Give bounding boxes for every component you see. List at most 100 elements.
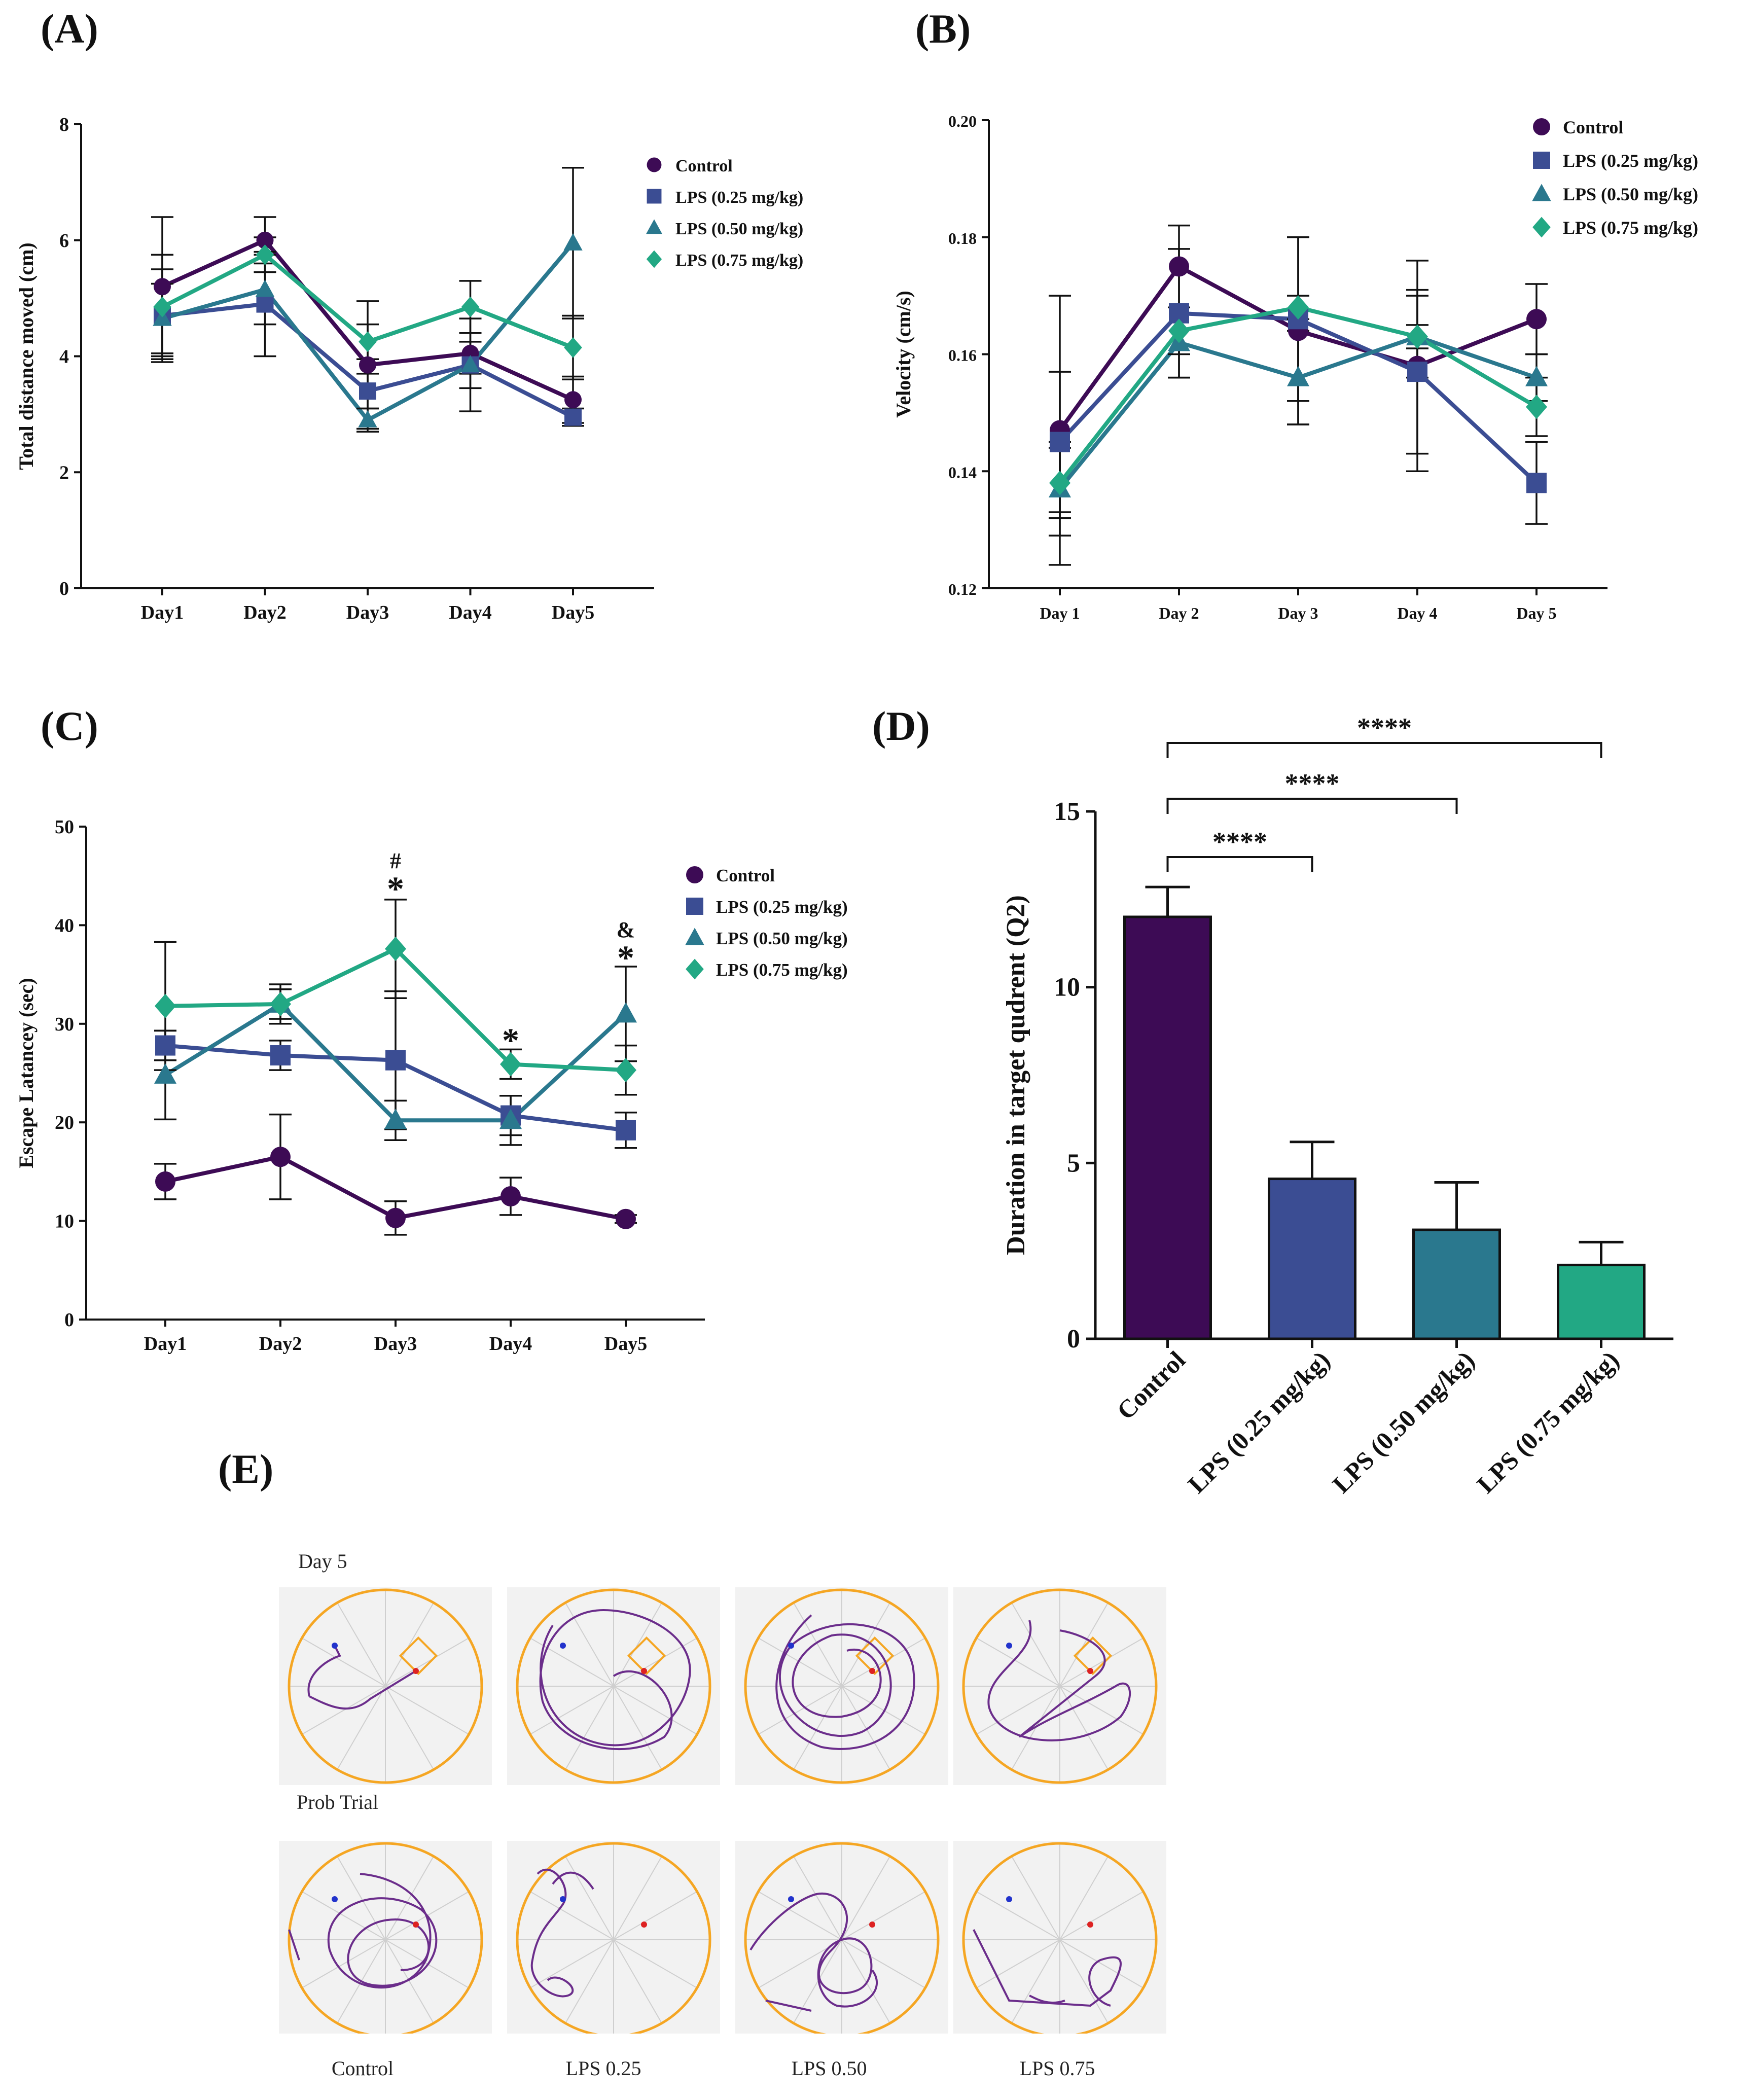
significance-label-1: ****: [1212, 827, 1267, 857]
y-axis-label: Escape Latancey (sec): [15, 978, 38, 1168]
series-lps-0-25-mg-kg-point-4: [1407, 362, 1427, 382]
swim-path: [973, 1929, 1122, 2007]
end-point: [869, 1921, 875, 1928]
end-point: [1087, 1921, 1093, 1928]
significance-bracket-2: [1166, 798, 1458, 814]
x-tick-label-day-1: Day 1: [1040, 604, 1080, 622]
series-control-point-3: [385, 1207, 406, 1228]
chart-a-total-distance: 0 2 4 6 8 Day1 Day2 Day3 Day4 Day5 Total distance …: [15, 114, 803, 623]
x-tick-label-day-5: Day 5: [1516, 604, 1556, 622]
end-point: [1087, 1668, 1093, 1674]
y-tick-label: 0.14: [948, 463, 977, 481]
significance-bracket-3: [1166, 742, 1602, 758]
swim-path-group: [987, 1620, 1131, 1741]
arena-gridline: [301, 1891, 470, 1988]
swim-path-group: [749, 1892, 878, 2012]
y-tick-label: 0.12: [948, 580, 977, 598]
annotation-star: *: [502, 1021, 519, 1059]
series-lps-0-75-mg-kg-point-4: [1407, 324, 1428, 349]
series-lps-0-25-mg-kg-point-5: [564, 408, 582, 426]
y-tick-label: 0.16: [948, 346, 977, 365]
series-control-point-5: [564, 391, 582, 409]
series-lps-0-50-mg-kg-point-4: [460, 355, 480, 373]
legend-marker-lps-0-25-mg-kg: [686, 898, 703, 915]
bar-control: [1123, 915, 1212, 1340]
y-tick-label: 0.20: [948, 112, 977, 130]
series-lps-0-75-mg-kg-point-5: [615, 1058, 636, 1083]
track-image-r1-c1: [279, 1587, 492, 1785]
x-tick-label-day5: Day5: [604, 1333, 647, 1355]
track-image-r2-c1: [279, 1841, 492, 2034]
track-image-r1-c2: [507, 1587, 720, 1785]
series-control-point-1: [155, 1171, 175, 1192]
series-lps-0-25-mg-kg-point-2: [270, 1045, 291, 1066]
series-lps-0-75-mg-kg-point-3: [1288, 295, 1309, 320]
legend-marker-lps-0-50-mg-kg: [646, 219, 662, 234]
legend-label-lps-0-75-mg-kg: LPS (0.75 mg/kg): [1563, 218, 1698, 238]
legend-marker-lps-0-50-mg-kg: [1532, 184, 1551, 201]
arena-gridline: [529, 1891, 698, 1988]
series-control-point-5: [616, 1208, 636, 1229]
x-tick-label-control: Control: [1111, 1345, 1191, 1425]
chart-c-escape-latency: 0 10 20 30 40 50 Day1 Day2 Day3 Day4 Day5 Escape La…: [15, 816, 848, 1355]
series-lps-0-50-mg-kg-point-3: [1287, 366, 1309, 386]
series-lps-0-75-mg-kg-point-2: [1168, 318, 1190, 343]
series-lps-0-75-mg-kg-point-2: [270, 991, 291, 1016]
legend-label-lps-0-25-mg-kg: LPS (0.25 mg/kg): [716, 897, 848, 917]
col-label-control: Control: [331, 2057, 394, 2080]
y-tick-label: 0: [59, 578, 69, 599]
x-tick-label-day2: Day2: [259, 1333, 302, 1355]
bar-lps-0-50-mg-kg: [1412, 1228, 1501, 1340]
end-point: [641, 1668, 647, 1674]
arena-circle: [962, 1842, 1158, 2034]
series-control-point-2: [1169, 256, 1189, 277]
arena-gridline: [976, 1638, 1144, 1735]
y-tick-label: 15: [1054, 797, 1080, 826]
y-tick-label: 0.18: [948, 229, 977, 247]
series-lps-0-25-mg-kg-point-5: [616, 1120, 636, 1141]
panel-e-swim-tracks: [279, 1587, 1166, 2034]
series-lps-0-25-mg-kg-point-1: [155, 1035, 175, 1056]
legend-label-control: Control: [1563, 117, 1623, 137]
series-control-point-2: [270, 1147, 291, 1167]
annotation-hash: #: [390, 848, 401, 873]
track-image-r2-c2: [507, 1841, 720, 2034]
series-lps-0-75-mg-kg-point-1: [1049, 471, 1070, 495]
series-lps-0-50-mg-kg-point-4: [499, 1109, 522, 1129]
legend-label-lps-0-75-mg-kg: LPS (0.75 mg/kg): [716, 960, 848, 980]
arena-circle: [744, 1588, 940, 1784]
x-tick-label-day2: Day2: [243, 602, 286, 623]
y-tick-label: 2: [59, 462, 69, 483]
swim-path: [749, 1892, 878, 2012]
swim-path: [530, 1869, 594, 1998]
significance-label-3: ****: [1357, 713, 1412, 743]
arena-circle: [288, 1842, 483, 2034]
panel-c-label: (C): [41, 703, 98, 749]
start-point: [1006, 1643, 1012, 1649]
legend-label-lps-0-75-mg-kg: LPS (0.75 mg/kg): [675, 251, 803, 270]
x-tick-label-day5: Day5: [552, 602, 594, 623]
legend-marker-lps-0-25-mg-kg: [1533, 152, 1550, 169]
y-axis-label: Velocity (cm/s): [892, 291, 915, 418]
legend-marker-lps-0-75-mg-kg: [646, 250, 662, 268]
y-tick-label: 10: [55, 1211, 74, 1232]
x-tick-label-day-4: Day 4: [1397, 604, 1437, 622]
arena-gridline: [976, 1891, 1144, 1988]
y-tick-label: 10: [1054, 973, 1080, 1002]
legend-marker-lps-0-50-mg-kg: [685, 928, 704, 945]
chart-b-velocity: 0.12 0.14 0.16 0.18 0.20 Day 1 Day 2 Day 3 Day 4…: [892, 112, 1698, 622]
x-tick-label-day1: Day1: [144, 1333, 187, 1355]
bar-lps-0-25-mg-kg: [1268, 1178, 1356, 1340]
arena-circle: [516, 1588, 711, 1784]
swim-path-group: [530, 1869, 647, 1998]
x-tick-label-day3: Day3: [346, 602, 389, 623]
significance-label-2: ****: [1285, 768, 1340, 799]
legend-marker-control: [1533, 118, 1550, 135]
x-tick-label-day-2: Day 2: [1159, 604, 1199, 622]
series-lps-0-75-mg-kg-point-1: [153, 296, 171, 317]
swim-path: [775, 1614, 915, 1750]
platform-marker: [1073, 1636, 1113, 1676]
arena-circle: [962, 1588, 1158, 1784]
chart-d-target-duration: 0 5 10 15 Duration in target qudrent (Q2) Con…: [1002, 713, 1673, 1499]
y-tick-label: 40: [55, 915, 74, 936]
